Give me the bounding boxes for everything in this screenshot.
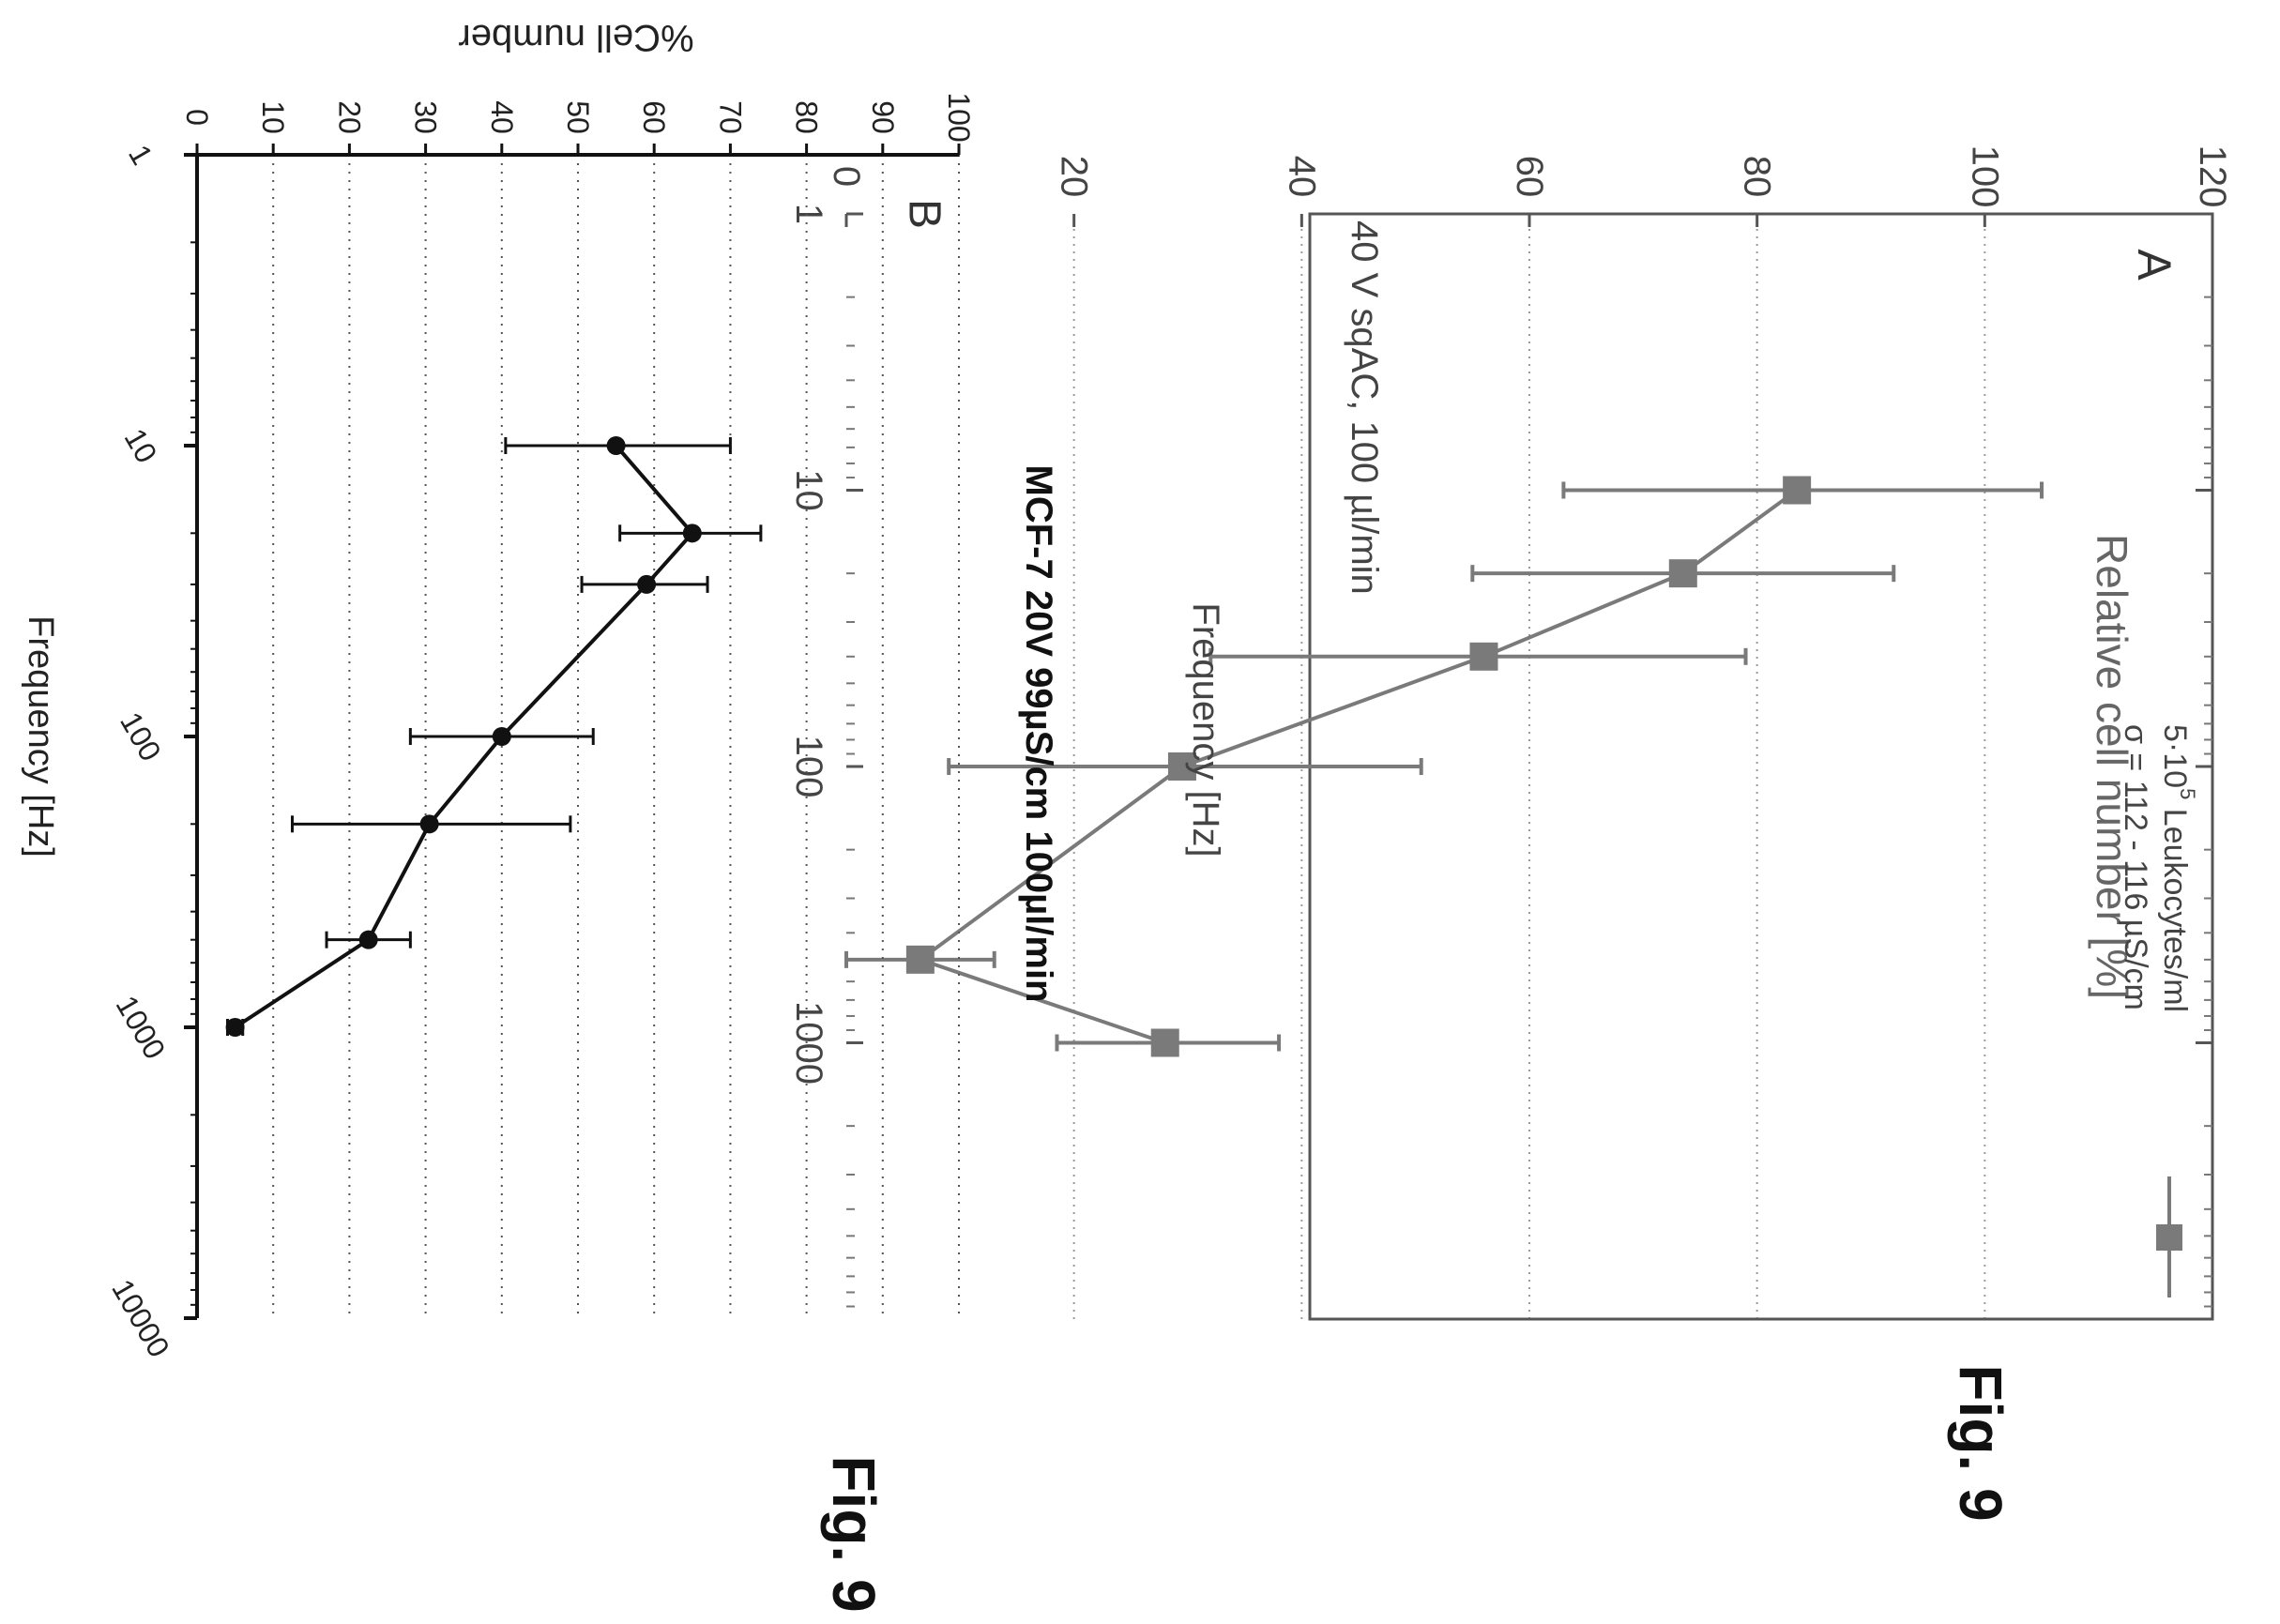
panel-b-value-tick-label-70: 70: [713, 100, 747, 134]
panel-b-point: [358, 930, 378, 949]
panel-a-letter: A: [2128, 249, 2181, 281]
panel-a-point: [1150, 1028, 1179, 1057]
panel-b-xlabel: Frequency [Hz]: [21, 615, 60, 858]
panel-a-value-tick-label-20: 20: [1054, 156, 1095, 198]
panel-a-point: [1167, 752, 1196, 781]
panel-a-legend: 5·105 Leukocytes/ml σ = 112 - 116 µS/cm: [2118, 724, 2200, 1298]
panel-a-value-tick-label-40: 40: [1281, 156, 1322, 198]
panel-b-value-tick-label-80: 80: [790, 100, 824, 134]
panel-a-value-tick-label-100: 100: [1964, 145, 2005, 208]
panel-a-freq-tick-label-100: 100: [788, 736, 829, 798]
panel-a-value-tick-label-0: 0: [826, 166, 867, 187]
panel-b-value-tick-label-10: 10: [256, 100, 290, 134]
panel-a-series-line: [916, 488, 1799, 1045]
panel-b-value-tick-label-30: 30: [409, 100, 443, 134]
panel-b-markers: [225, 436, 702, 1037]
panel-a-xlabel: Frequency [Hz]: [1185, 602, 1226, 857]
panel-b-point: [419, 814, 439, 834]
panel-b-title: MCF-7 20V 99µS/cm 100µl/min: [1018, 465, 1059, 1003]
panel-b-value-tick-label-50: 50: [561, 100, 595, 134]
panel-b-letter: B: [900, 199, 950, 229]
panel-b-point: [682, 524, 702, 543]
panel-a-value-tick-label-120: 120: [2192, 145, 2233, 208]
panel-b-value-tick-label-90: 90: [866, 100, 900, 134]
panel-a-point: [1668, 559, 1697, 588]
panel-b-ylabel: %Cell number: [458, 17, 693, 58]
panel-b-fig-label: Fig. 9: [820, 1455, 888, 1612]
panel-b-value-tick-label-0: 0: [180, 109, 214, 126]
panel-b-ticks: [184, 144, 961, 1320]
panel-a-annotation: 40 V sqAC, 100 µl/min: [1344, 220, 1385, 595]
panel-a-legend-swatch-marker: [2156, 1224, 2182, 1251]
panel-b-value-tick-label-20: 20: [332, 100, 366, 134]
panel-b-point: [492, 727, 511, 746]
panel-b-value-tick-label-60: 60: [637, 100, 671, 134]
panel-a-ylabel: Relative cell number [%]: [2088, 534, 2136, 999]
panel-a-freq-tick-label-10: 10: [788, 469, 829, 511]
panel-a-point: [905, 945, 935, 974]
panel-b-value-tick-label-40: 40: [485, 100, 519, 134]
panel-b-point: [225, 1018, 245, 1037]
panel-a-freq-tick-label-1000: 1000: [788, 1001, 829, 1085]
panel-a-markers: [905, 476, 1812, 1057]
panel-a-point: [1469, 642, 1498, 671]
panel-a-legend-line1: 5·105 Leukocytes/ml: [2157, 724, 2200, 1012]
panel-a-fig-label: Fig. 9: [1947, 1364, 2014, 1521]
panel-b-point: [606, 436, 626, 455]
panel-b-point: [637, 574, 657, 594]
panel-a-legend-line2: σ = 112 - 116 µS/cm: [2118, 724, 2153, 1010]
panel-a-value-tick-label-60: 60: [1509, 156, 1550, 198]
panel-a-value-tick-label-80: 80: [1737, 156, 1778, 198]
panel-a-freq-tick-label-1: 1: [788, 204, 829, 224]
panel-a-ticks: [844, 212, 2214, 1308]
panel-b-value-tick-label-100: 100: [942, 92, 976, 142]
panel-a-point: [1783, 476, 1812, 505]
